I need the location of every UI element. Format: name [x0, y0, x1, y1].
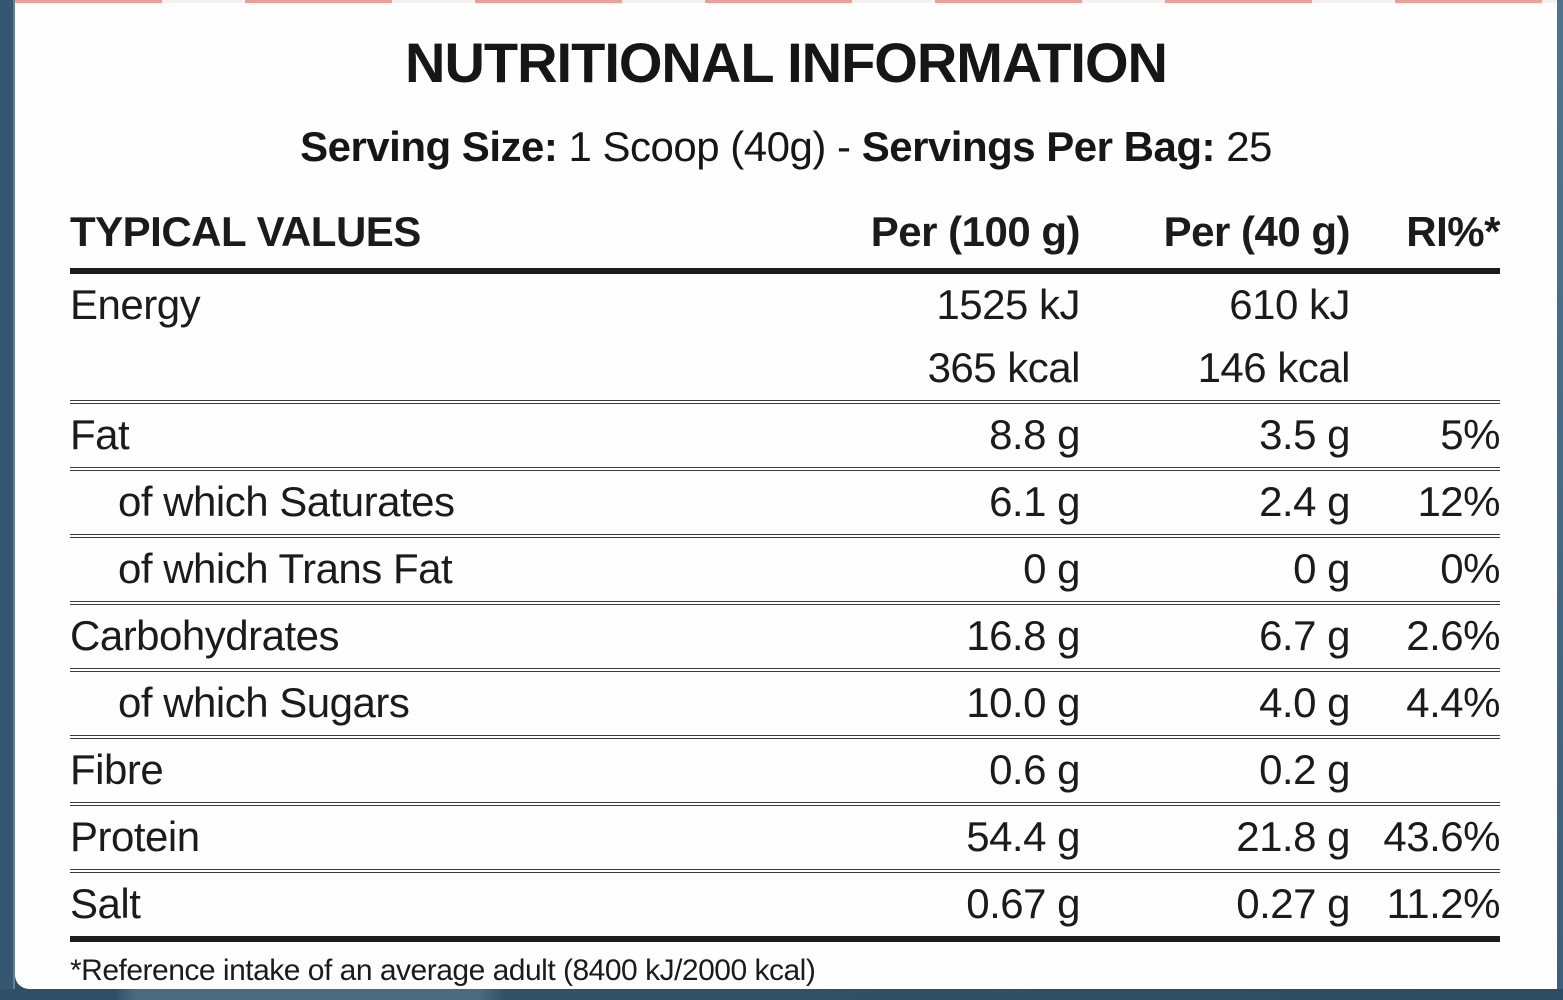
- cell-label: Carbohydrates: [70, 612, 339, 660]
- cell-label: Salt: [70, 880, 141, 928]
- table-row-sugars: of which Sugars 10.0 g 4.0 g 4.4%: [70, 669, 1501, 737]
- package-right-edge: [1557, 0, 1563, 1000]
- cell-ri: 0%: [1440, 545, 1500, 593]
- table-row-carbohydrates: Carbohydrates 16.8 g 6.7 g 2.6%: [70, 602, 1501, 670]
- table-header-row: TYPICAL VALUES Per (100 g) Per (40 g) RI…: [70, 197, 1501, 274]
- cell-per40: 6.7 g: [1259, 612, 1350, 660]
- cell-ri: 2.6%: [1406, 612, 1500, 660]
- table-row-energy-kj: Energy 1525 kJ 610 kJ: [70, 271, 1500, 337]
- cell-label: Protein: [70, 813, 200, 861]
- table-row-protein: Protein 54.4 g 21.8 g 43.6%: [70, 803, 1501, 871]
- cell-ri: 43.6%: [1383, 813, 1500, 861]
- table-row-salt: Salt 0.67 g 0.27 g 11.2%: [70, 870, 1501, 939]
- cell-label: Energy: [70, 281, 201, 329]
- serving-separator: -: [837, 123, 851, 171]
- cell-ri: 4.4%: [1406, 679, 1500, 727]
- top-red-dashed-line: [15, 0, 1557, 4]
- cell-per40: 0 g: [1293, 545, 1350, 593]
- cell-per40: 21.8 g: [1236, 813, 1350, 861]
- header-per-100g: Per (100 g): [810, 197, 1081, 274]
- table-row-trans-fat: of which Trans Fat 0 g 0 g 0%: [70, 535, 1501, 603]
- cell-per40: 3.5 g: [1259, 411, 1350, 459]
- cell-ri: [1350, 337, 1500, 402]
- cell-ri: [1350, 271, 1500, 337]
- cell-ri: [1350, 737, 1500, 804]
- cell-label: Fibre: [70, 746, 164, 794]
- serving-size-label: Serving Size:: [300, 123, 558, 171]
- table-row-saturates: of which Saturates 6.1 g 2.4 g 12%: [70, 468, 1501, 536]
- cell-per40: 146 kcal: [1197, 344, 1351, 392]
- cell-per100: 0 g: [1023, 545, 1080, 593]
- nutrition-table: TYPICAL VALUES Per (100 g) Per (40 g) RI…: [70, 197, 1501, 942]
- table-row-fibre: Fibre 0.6 g 0.2 g: [70, 736, 1500, 804]
- servings-per-bag-value: 25: [1226, 123, 1272, 171]
- servings-per-bag-label: Servings Per Bag:: [861, 123, 1216, 171]
- cell-per100: 365 kcal: [927, 344, 1081, 392]
- cell-per100: 54.4 g: [966, 813, 1080, 861]
- cell-per100: 1525 kJ: [936, 281, 1080, 329]
- cell-per40: 610 kJ: [1229, 281, 1350, 329]
- cell-label: of which Trans Fat: [118, 545, 453, 593]
- package-bottom-edge: [0, 989, 1563, 1000]
- cell-per100: 0.6 g: [989, 746, 1080, 794]
- cell-per40: 0.2 g: [1259, 746, 1350, 794]
- serving-size-value: 1 Scoop (40g): [568, 123, 827, 171]
- cell-label: of which Sugars: [118, 679, 410, 727]
- cell-per40: 2.4 g: [1259, 478, 1350, 526]
- cell-label: Fat: [70, 411, 130, 459]
- table-row-fat: Fat 8.8 g 3.5 g 5%: [70, 401, 1501, 469]
- cell-per100: 10.0 g: [966, 679, 1080, 727]
- cell-ri: 11.2%: [1386, 880, 1501, 928]
- reference-intake-footnote: *Reference intake of an average adult (8…: [70, 953, 816, 987]
- page-title: NUTRITIONAL INFORMATION: [405, 31, 1168, 94]
- serving-line: Serving Size: 1 Scoop (40g) - Servings P…: [15, 123, 1557, 171]
- cell-label: of which Saturates: [118, 478, 455, 526]
- header-ri-percent: RI%*: [1350, 197, 1501, 274]
- cell-per100: 8.8 g: [989, 411, 1080, 459]
- cell-per100: 6.1 g: [989, 478, 1080, 526]
- header-typical-values: TYPICAL VALUES: [70, 197, 810, 274]
- cell-per40: 4.0 g: [1259, 679, 1350, 727]
- cell-per40: 0.27 g: [1236, 880, 1350, 928]
- cell-ri: 5%: [1440, 411, 1500, 459]
- header-per-40g: Per (40 g): [1080, 197, 1351, 274]
- table-row-energy-kcal: 365 kcal 146 kcal: [70, 337, 1500, 402]
- cell-per100: 16.8 g: [966, 612, 1080, 660]
- package-left-edge: [0, 0, 15, 1000]
- cell-label: [70, 337, 810, 402]
- cell-per100: 0.67 g: [966, 880, 1080, 928]
- cell-ri: 12%: [1417, 478, 1500, 526]
- nutrition-label: NUTRITIONAL INFORMATION Serving Size: 1 …: [15, 3, 1557, 989]
